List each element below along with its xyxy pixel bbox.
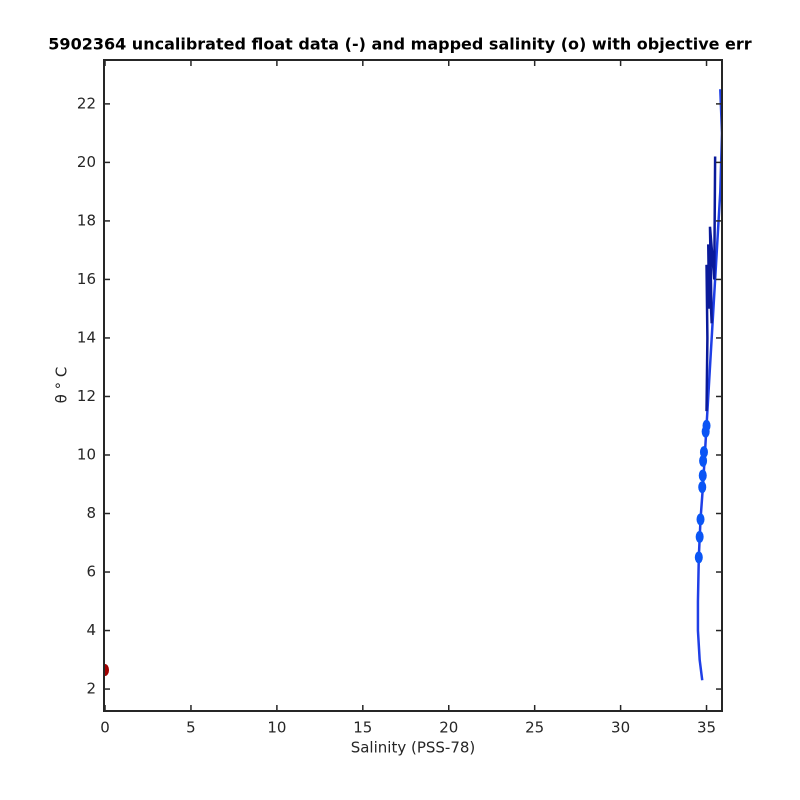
mapped-point	[699, 446, 708, 459]
float-profile	[705, 156, 717, 412]
x-axis-label: Salinity (PSS-78)	[351, 739, 476, 757]
x-tick-label: 5	[186, 719, 196, 737]
mapped-point	[696, 513, 705, 526]
axes-box	[103, 59, 723, 712]
mapped-point	[702, 419, 711, 432]
mapped-point	[695, 530, 704, 543]
y-tick-label: 20	[77, 153, 96, 171]
x-tick-label: 30	[611, 719, 630, 737]
y-tick-label: 10	[77, 445, 96, 463]
y-tick-label: 12	[77, 387, 96, 405]
x-tick-label: 20	[439, 719, 458, 737]
mapped-point	[104, 664, 110, 677]
plot-area	[104, 89, 722, 681]
mapped-point	[694, 551, 703, 564]
x-tick-label: 35	[697, 719, 716, 737]
y-axis-label: θ ° C	[53, 367, 71, 404]
x-tick-label: 15	[353, 719, 372, 737]
y-tick-label: 6	[86, 563, 96, 581]
y-tick-label: 16	[77, 270, 96, 288]
y-tick-label: 2	[86, 680, 96, 698]
y-tick-label: 14	[77, 328, 96, 346]
y-tick-label: 18	[77, 211, 96, 229]
y-tick-label: 4	[86, 621, 96, 639]
mapped-point	[698, 469, 707, 482]
x-tick-label: 0	[100, 719, 110, 737]
y-tick-label: 8	[86, 504, 96, 522]
mapped-point	[699, 454, 708, 467]
mapped-point	[698, 481, 707, 494]
x-tick-label: 25	[525, 719, 544, 737]
x-tick-label: 10	[267, 719, 286, 737]
chart-title: 5902364 uncalibrated float data (-) and …	[48, 35, 751, 54]
y-tick-label: 22	[77, 94, 96, 112]
